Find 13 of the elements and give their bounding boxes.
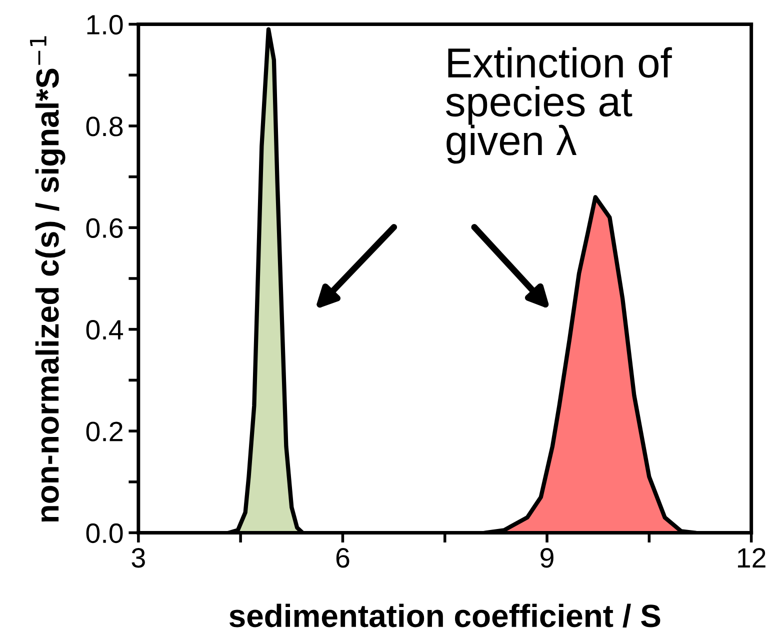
y-tick-label: 0.8 (86, 116, 123, 136)
y-tick-label: 0.4 (86, 320, 124, 340)
text: 0.0 (86, 523, 123, 544)
x-tick-label: 9 (540, 548, 554, 568)
x-tick-label: 3 (132, 548, 145, 568)
x-tick-label: 6 (336, 548, 350, 568)
annotation: Extinction of species at given λ (446, 47, 672, 164)
y-tick-label: 0.2 (86, 422, 122, 442)
y-tick-label: 1.0 (87, 14, 123, 35)
y-axis-title: non-normalized c(s) / signal*S$^{−1}$ (30, 36, 66, 522)
x-tick-label: 12 (738, 548, 766, 568)
y-tick-label: 0.6 (86, 218, 123, 238)
x-axis-title: sedimentation coefficient / S (229, 604, 660, 628)
